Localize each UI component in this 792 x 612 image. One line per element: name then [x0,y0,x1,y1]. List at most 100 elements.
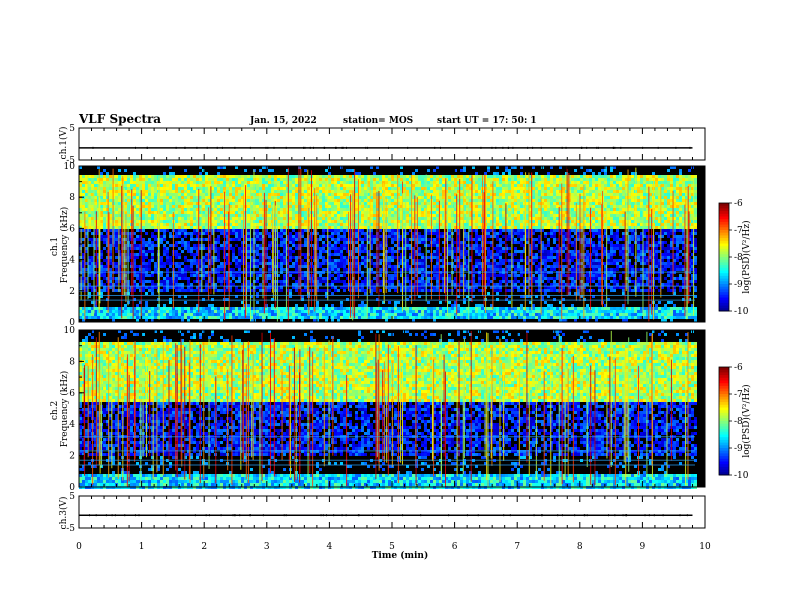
spectrogram-cell [286,208,289,211]
spectrogram-cell [577,184,580,187]
spectrogram-cell [472,202,475,205]
spectrogram-cell [250,238,253,241]
spectrogram-cell [502,223,505,226]
spectrogram-cell [400,217,403,220]
spectrogram-cell [628,226,631,229]
spectrogram-cell [592,235,595,238]
spectrogram-cell [325,175,328,178]
spectrogram-cell [331,190,334,193]
spectrogram-cell [145,181,148,184]
spectrogram-cell [196,226,199,229]
spectrogram-cell [616,217,619,220]
spectrogram-cell [118,181,121,184]
spectrogram-cell [610,229,613,232]
spectrogram-cell [358,172,361,175]
spectrogram-cell [397,217,400,220]
spectrogram-cell [430,175,433,178]
spectrogram-cell [124,169,127,172]
spectrogram-cell [319,247,322,250]
spectrogram-cell [628,247,631,250]
spectrogram-cell [91,181,94,184]
spectrogram-cell [106,172,109,175]
spectrogram-cell [553,202,556,205]
spectrogram-cell [328,202,331,205]
spectrogram-cell [643,175,646,178]
spectrogram-cell [208,199,211,202]
spectrogram-cell [559,178,562,181]
spectrogram-cell [277,187,280,190]
spectrogram-cell [187,214,190,217]
spectrogram-cell [517,208,520,211]
spectrogram-cell [559,196,562,199]
spectrogram-cell [217,178,220,181]
spectrogram-cell [628,175,631,178]
spectrogram-cell [301,211,304,214]
spectrogram-cell [472,175,475,178]
spectrogram-cell [208,196,211,199]
spectrogram-cell [364,190,367,193]
spectrogram-cell [655,175,658,178]
spectrogram-cell [502,220,505,223]
spectrogram-cell [475,184,478,187]
spectrogram-cell [154,181,157,184]
spectrogram-cell [400,208,403,211]
spectrogram-cell [394,199,397,202]
spectrogram-cell [568,217,571,220]
spectrogram-cell [586,241,589,244]
spectrogram-cell [187,205,190,208]
spectrogram-cell [250,178,253,181]
spectrogram-cell [517,202,520,205]
spectrogram-cell [529,190,532,193]
spectrogram-cell [598,178,601,181]
spectrogram-cell [202,220,205,223]
spectrogram-cell [115,175,118,178]
spectrogram-cell [679,211,682,214]
spectrogram-cell [676,184,679,187]
spectrogram-cell [313,178,316,181]
spectrogram-cell [103,181,106,184]
spectrogram-cell [217,214,220,217]
spectrogram-cell [106,190,109,193]
spectrogram-cell [391,241,394,244]
spectrogram-cell [655,247,658,250]
spectrogram-cell [226,187,229,190]
spectrogram-cell [208,187,211,190]
spectrogram-cell [364,223,367,226]
spectrogram-cell [604,169,607,172]
spectrogram-cell [85,229,88,232]
spectrogram-cell [292,193,295,196]
spectrogram-cell [517,223,520,226]
spectrogram-cell [469,181,472,184]
spectrogram-cell [637,238,640,241]
spectrogram-cell [646,211,649,214]
spectrogram-cell [604,196,607,199]
spectrogram-cell [379,178,382,181]
spectrogram-cell [91,208,94,211]
spectrogram-cell [190,226,193,229]
spectrogram-cell [214,178,217,181]
spectrogram-cell [538,178,541,181]
spectrogram-cell [574,229,577,232]
spectrogram-cell [373,238,376,241]
spectrogram-cell [628,193,631,196]
spectrogram-cell [424,205,427,208]
spectrogram-cell [340,226,343,229]
spectrogram-cell [103,241,106,244]
spectrogram-cell [670,166,673,169]
spectrogram-cell [679,196,682,199]
spectrogram-cell [580,166,583,169]
spectrogram-cell [664,187,667,190]
spectrogram-cell [361,196,364,199]
spectrogram-cell [181,190,184,193]
spectrogram-cell [673,202,676,205]
spectrogram-cell [601,178,604,181]
spectrogram-cell [331,214,334,217]
spectrogram-cell [211,226,214,229]
spectrogram-cell [526,214,529,217]
spectrogram-cell [166,202,169,205]
spectrogram-cell [163,220,166,223]
spectrogram-cell [463,199,466,202]
spectrogram-cell [364,202,367,205]
spectrogram-cell [289,238,292,241]
spectrogram-cell [433,175,436,178]
